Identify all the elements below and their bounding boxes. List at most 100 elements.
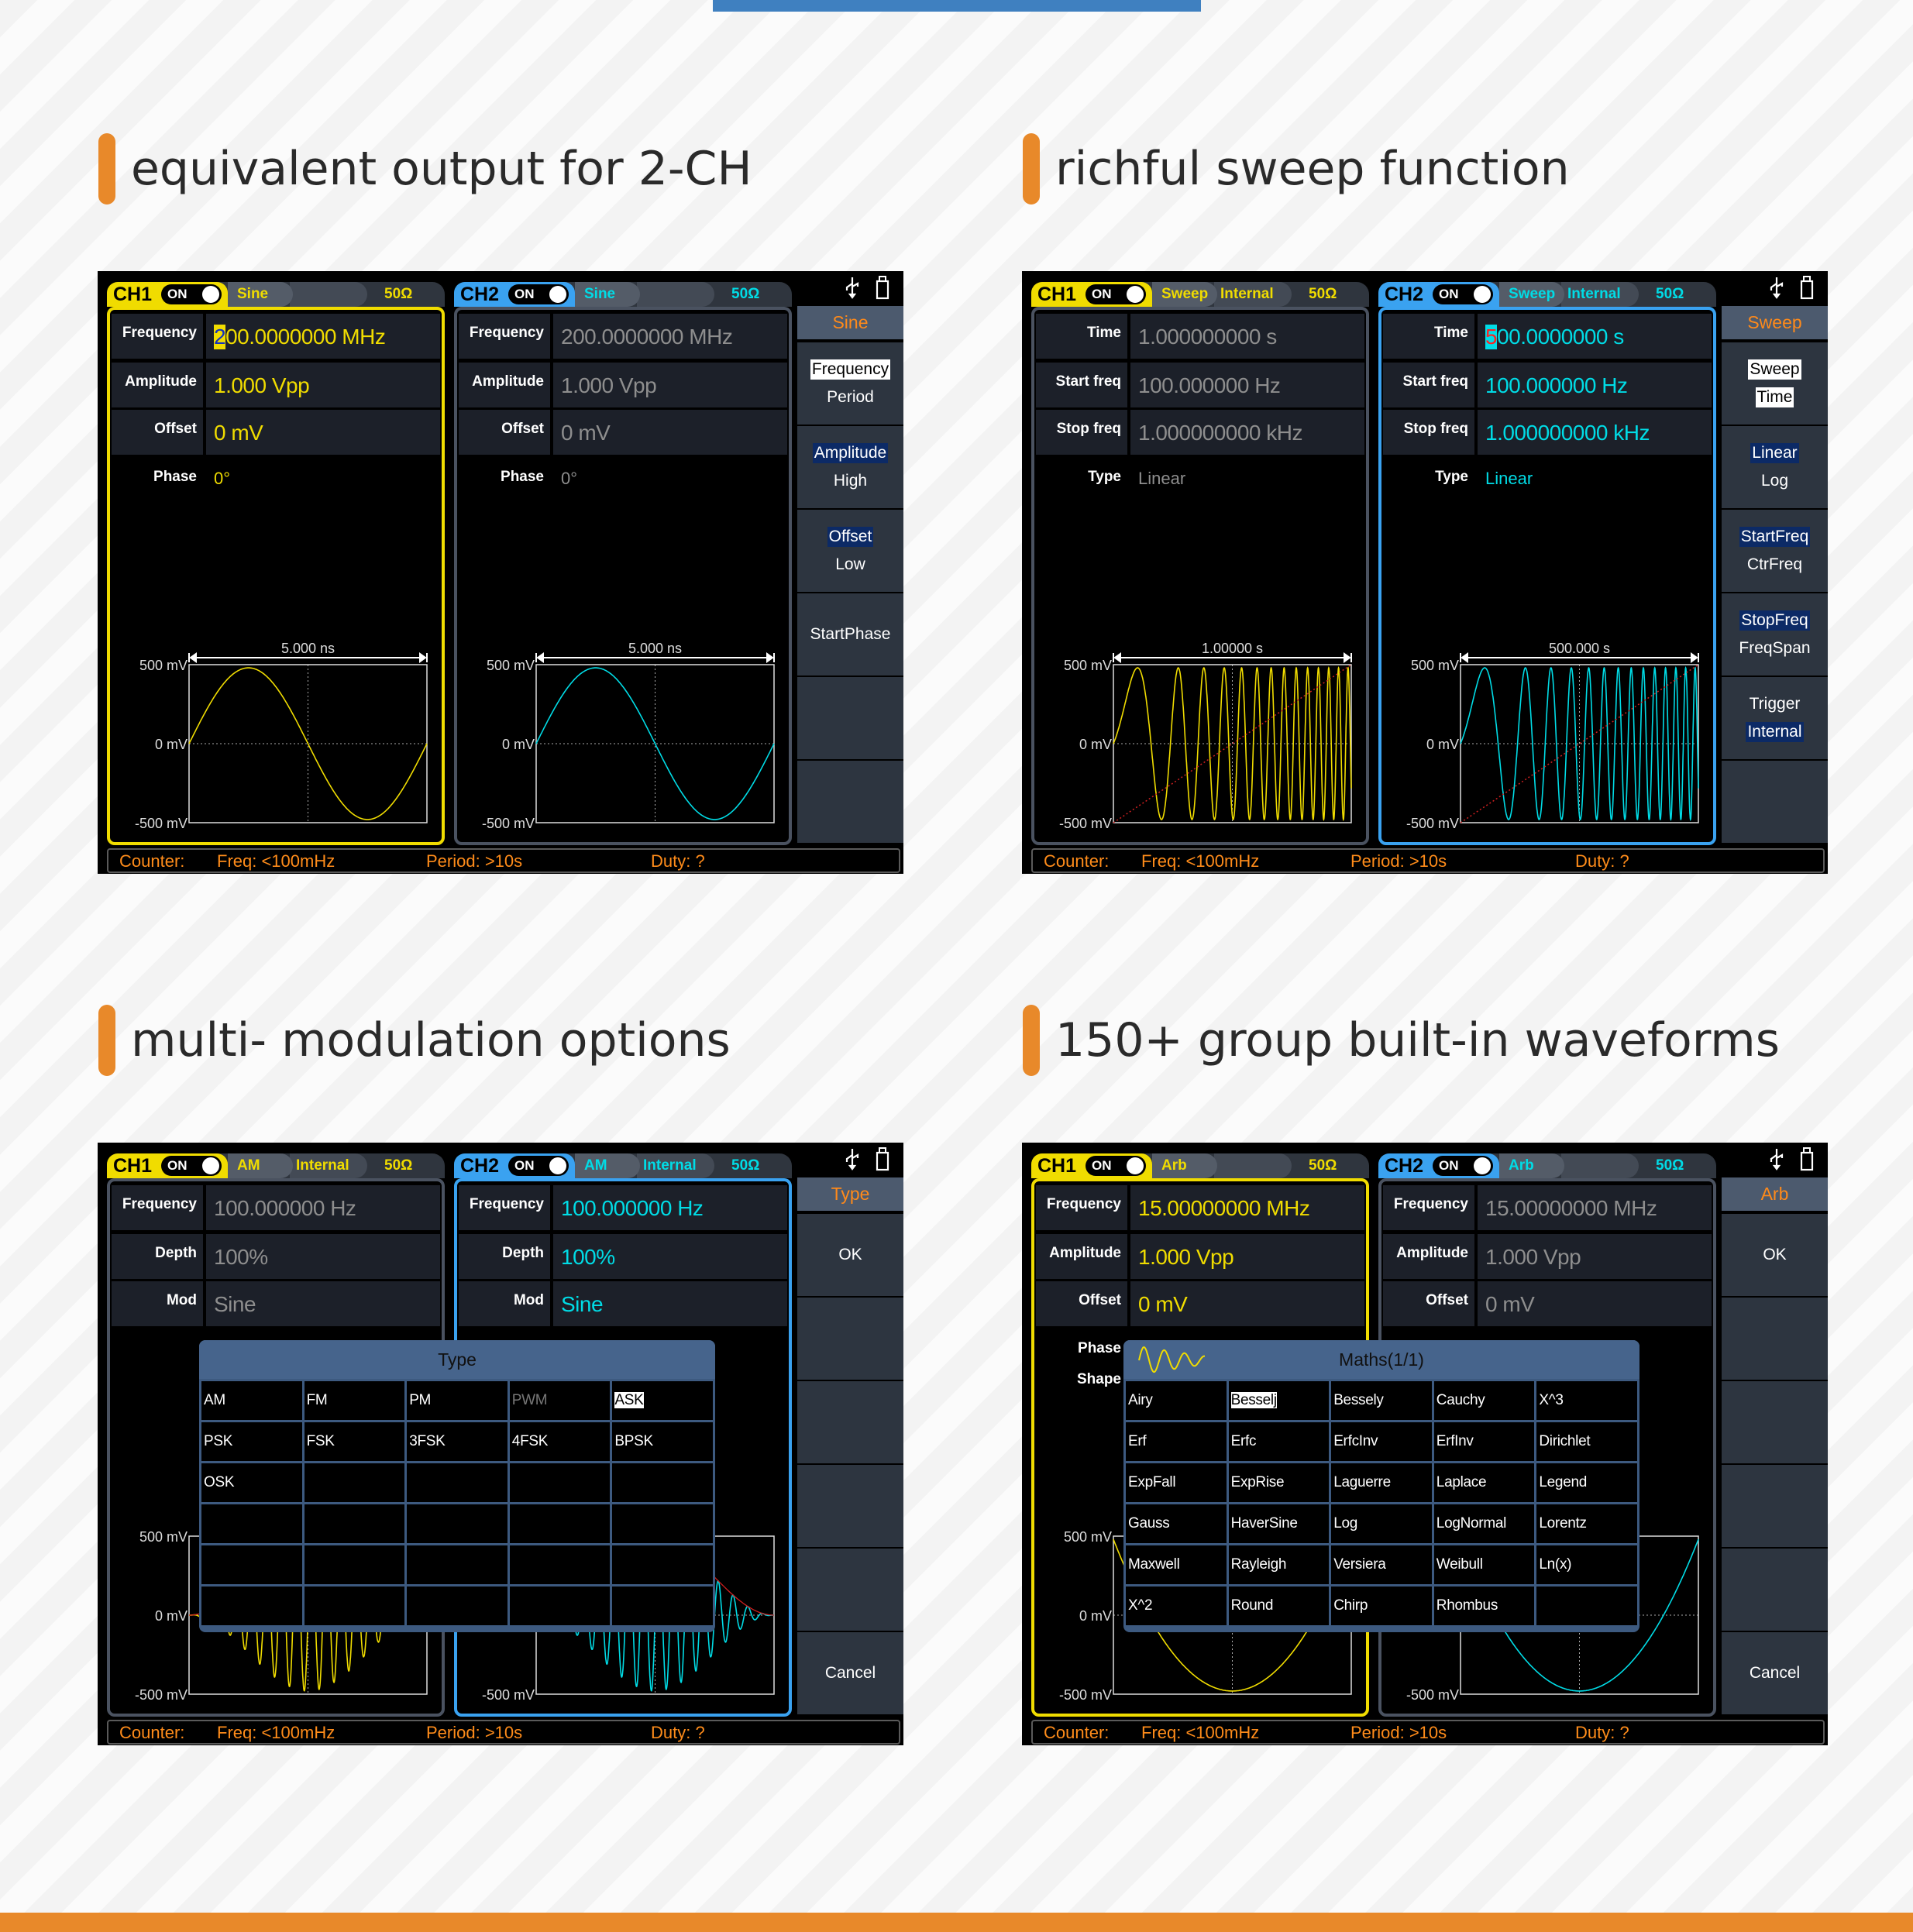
softkey-option[interactable]: Linear (1750, 443, 1799, 463)
param-value[interactable]: 100.000000 Hz (1478, 363, 1712, 407)
softkey-4[interactable]: StopFreq FreqSpan (1722, 593, 1828, 676)
param-value[interactable]: 0 mV (1130, 1281, 1364, 1326)
popup-option[interactable]: Besselj (1228, 1381, 1330, 1420)
popup-option[interactable]: HaverSine (1228, 1504, 1330, 1543)
popup-option[interactable]: Lorentz (1536, 1504, 1637, 1543)
param-value[interactable]: 1.000 Vpp (553, 363, 787, 407)
param-row[interactable]: Type Linear (1036, 469, 1364, 495)
popup-option[interactable]: Laguerre (1331, 1463, 1432, 1502)
param-row[interactable]: Offset 0 mV (1383, 1281, 1712, 1326)
channel-2-header[interactable]: CH2 ON Sweep Internal 50Ω (1378, 282, 1716, 307)
softkey-2[interactable] (797, 1298, 903, 1380)
param-row[interactable]: Start freq 100.000000 Hz (1383, 363, 1712, 407)
param-value[interactable]: 0 mV (553, 410, 787, 455)
param-row[interactable]: Amplitude 1.000 Vpp (459, 363, 787, 407)
softkey-5[interactable] (1722, 1549, 1828, 1631)
output-toggle[interactable]: ON (508, 284, 569, 304)
popup-option[interactable]: Erf (1126, 1422, 1227, 1461)
softkey-option[interactable]: Time (1755, 387, 1794, 407)
softkey-option[interactable]: Low (835, 555, 865, 573)
param-row[interactable]: Frequency 100.000000 Hz (112, 1185, 440, 1230)
param-value[interactable]: Sine (553, 1281, 787, 1326)
param-value[interactable]: Sine (206, 1281, 440, 1326)
output-toggle[interactable]: ON (1433, 284, 1493, 304)
param-row[interactable]: Type Linear (1383, 469, 1712, 495)
channel-1-header[interactable]: CH1 ON AM Internal 50Ω (107, 1153, 445, 1178)
popup-option[interactable]: ErfInv (1433, 1422, 1535, 1461)
popup-option[interactable]: Dirichlet (1536, 1422, 1637, 1461)
param-value[interactable]: 200.0000000 MHz (553, 314, 787, 359)
popup-option[interactable]: LogNormal (1433, 1504, 1535, 1543)
popup-option[interactable]: Chirp (1331, 1587, 1432, 1625)
param-row[interactable]: Frequency 100.000000 Hz (459, 1185, 787, 1230)
param-value[interactable]: 100% (553, 1234, 787, 1279)
softkey-2[interactable]: Amplitude High (797, 426, 903, 508)
softkey-5[interactable] (797, 1549, 903, 1631)
softkey-6[interactable] (797, 761, 903, 843)
channel-1-tab[interactable]: CH1 ON (1031, 1153, 1152, 1178)
softkey-1[interactable]: OK (1722, 1214, 1828, 1296)
softkey-6[interactable]: Cancel (797, 1632, 903, 1714)
softkey-1[interactable]: Frequency Period (797, 342, 903, 425)
output-toggle[interactable]: ON (161, 284, 222, 304)
param-row[interactable]: Frequency 15.00000000 MHz (1036, 1185, 1364, 1230)
channel-1-tab[interactable]: CH1 ON (1031, 282, 1152, 307)
popup-option[interactable]: Ln(x) (1536, 1545, 1637, 1584)
param-value[interactable]: 200.0000000 MHz (206, 314, 440, 359)
popup-option[interactable]: X^2 (1126, 1587, 1227, 1625)
popup-option[interactable]: Log (1331, 1504, 1432, 1543)
softkey-option[interactable]: Sweep (1748, 359, 1801, 380)
softkey-option[interactable]: FreqSpan (1739, 639, 1811, 657)
param-value[interactable]: 1.000 Vpp (1130, 1234, 1364, 1279)
popup-option[interactable]: Airy (1126, 1381, 1227, 1420)
popup-option[interactable]: Rayleigh (1228, 1545, 1330, 1584)
softkey-4[interactable]: StartPhase (797, 593, 903, 676)
softkey-5[interactable]: Trigger Internal (1722, 677, 1828, 759)
param-value[interactable]: 15.00000000 MHz (1130, 1185, 1364, 1230)
softkey-option[interactable]: StartPhase (810, 625, 891, 643)
softkey-option[interactable]: Trigger (1749, 695, 1801, 713)
param-row[interactable]: Amplitude 1.000 Vpp (112, 363, 440, 407)
softkey-3[interactable] (1722, 1381, 1828, 1463)
param-row[interactable]: Frequency 200.0000000 MHz (459, 314, 787, 359)
param-value[interactable]: Linear (1485, 469, 1533, 488)
param-row[interactable]: Mod Sine (112, 1281, 440, 1326)
popup-option[interactable]: OSK (201, 1463, 302, 1502)
param-row[interactable]: Depth 100% (459, 1234, 787, 1279)
param-value[interactable]: 1.000 Vpp (1478, 1234, 1712, 1279)
channel-2-header[interactable]: CH2 ON AM Internal 50Ω (454, 1153, 792, 1178)
param-row[interactable]: Time 500.0000000 s (1383, 314, 1712, 359)
softkey-4[interactable] (1722, 1465, 1828, 1547)
param-value[interactable]: 0° (214, 469, 231, 488)
popup-option[interactable]: Bessely (1331, 1381, 1432, 1420)
output-toggle[interactable]: ON (1086, 1156, 1146, 1176)
edit-cursor[interactable]: 5 (1485, 325, 1498, 349)
popup-option[interactable]: Laplace (1433, 1463, 1535, 1502)
softkey-6[interactable] (1722, 761, 1828, 843)
edit-cursor[interactable]: 2 (214, 325, 226, 349)
popup-option[interactable]: PSK (201, 1422, 302, 1461)
popup-option[interactable]: BPSK (612, 1422, 713, 1461)
channel-2-header[interactable]: CH2 ON Arb 50Ω (1378, 1153, 1716, 1178)
popup-option[interactable]: Weibull (1433, 1545, 1535, 1584)
channel-1-tab[interactable]: CH1 ON (107, 1153, 228, 1178)
softkey-option[interactable]: Offset (827, 527, 874, 547)
popup-option[interactable]: FM (304, 1381, 405, 1420)
softkey-2[interactable]: Linear Log (1722, 426, 1828, 508)
param-row[interactable]: Amplitude 1.000 Vpp (1036, 1234, 1364, 1279)
channel-1-header[interactable]: CH1 ON Sweep Internal 50Ω (1031, 282, 1369, 307)
param-row[interactable]: Depth 100% (112, 1234, 440, 1279)
popup-option[interactable]: PWM (509, 1381, 611, 1420)
param-row[interactable]: Frequency 200.0000000 MHz (112, 314, 440, 359)
popup-option[interactable]: ErfcInv (1331, 1422, 1432, 1461)
param-row[interactable]: Offset 0 mV (1036, 1281, 1364, 1326)
param-row[interactable]: Shape (1036, 1371, 1364, 1397)
param-value[interactable]: 15.00000000 MHz (1478, 1185, 1712, 1230)
popup-option[interactable]: 3FSK (407, 1422, 507, 1461)
channel-1-header[interactable]: CH1 ON Arb 50Ω (1031, 1153, 1369, 1178)
popup-option[interactable]: Gauss (1126, 1504, 1227, 1543)
popup-option[interactable]: ExpFall (1126, 1463, 1227, 1502)
popup-option[interactable]: Versiera (1331, 1545, 1432, 1584)
softkey-3[interactable] (797, 1381, 903, 1463)
param-row[interactable]: Stop freq 1.000000000 kHz (1383, 410, 1712, 455)
